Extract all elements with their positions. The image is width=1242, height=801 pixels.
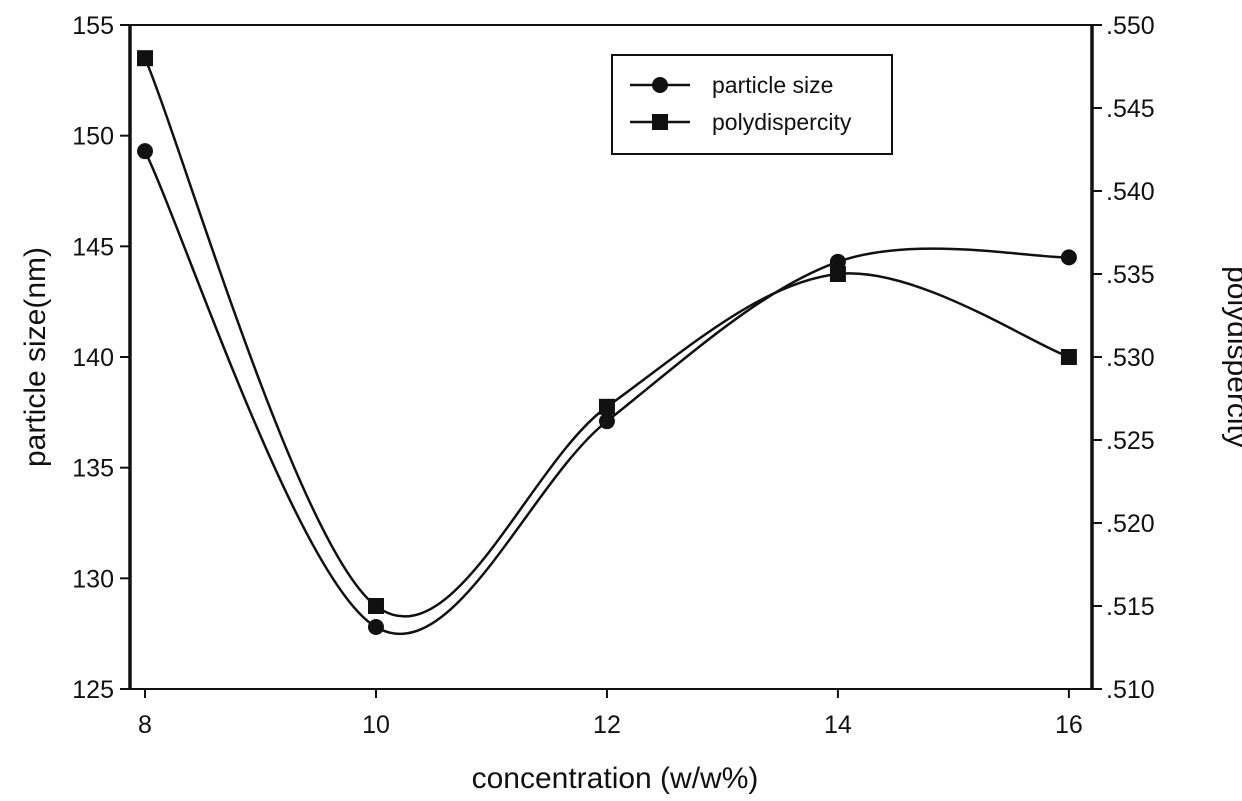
x-axis-title: concentration (w/w%) [472,762,759,795]
y-right-tick-label: .545 [1106,95,1155,123]
y-right-tick-label: .530 [1106,344,1155,372]
data-point-particle-size [829,253,846,270]
y-left-tick-label: 140 [72,344,114,372]
data-point-particle-size [137,143,154,160]
y-right-tick-label: .520 [1106,510,1155,538]
y-right-tick-label: .535 [1106,261,1155,289]
y-left-tick-label: 130 [72,565,114,593]
legend-label-particle-size: particle size [712,72,833,98]
y-axis-right-title: polydispercity [1221,266,1242,448]
data-point-polydispercity [829,266,846,282]
y-left-tick-label: 155 [72,12,114,40]
y-right-tick-label: .525 [1106,427,1155,455]
data-point-polydispercity [1060,349,1077,365]
y-axis-left-title: particle size(nm) [19,247,52,467]
x-tick-label: 16 [1055,711,1083,739]
data-point-particle-size [367,619,384,636]
legend: particle size polydispercity [611,54,893,155]
x-tick-label: 12 [593,711,621,739]
x-tick-label: 14 [824,711,852,739]
legend-box [611,54,893,155]
data-point-particle-size [598,413,615,430]
legend-marker-polydispercity [652,114,668,130]
y-left-tick-label: 125 [72,676,114,704]
y-left-tick-label: 145 [72,233,114,261]
data-point-polydispercity [598,398,615,415]
series-layer [137,50,1077,636]
data-point-polydispercity [367,598,384,614]
x-tick-label: 10 [362,711,390,739]
y-left-tick-label: 135 [72,455,114,483]
x-tick-label: 8 [138,711,152,739]
legend-label-polydispercity: polydispercity [712,109,852,135]
axes: 8 10 12 14 16 125 130 135 140 145 150 155 .510 .515 .5… [72,12,1154,739]
data-point-polydispercity [137,50,154,67]
y-right-tick-label: .515 [1106,593,1155,621]
y-right-tick-label: .550 [1106,12,1155,40]
legend-marker-particle-size [652,77,668,93]
series-line-particle-size [143,150,1069,636]
y-right-tick-label: .510 [1106,676,1155,704]
series-line-polydispercity [143,57,1070,618]
y-left-tick-label: 150 [72,123,114,151]
data-point-particle-size [1060,249,1077,266]
y-right-tick-label: .540 [1106,178,1155,206]
